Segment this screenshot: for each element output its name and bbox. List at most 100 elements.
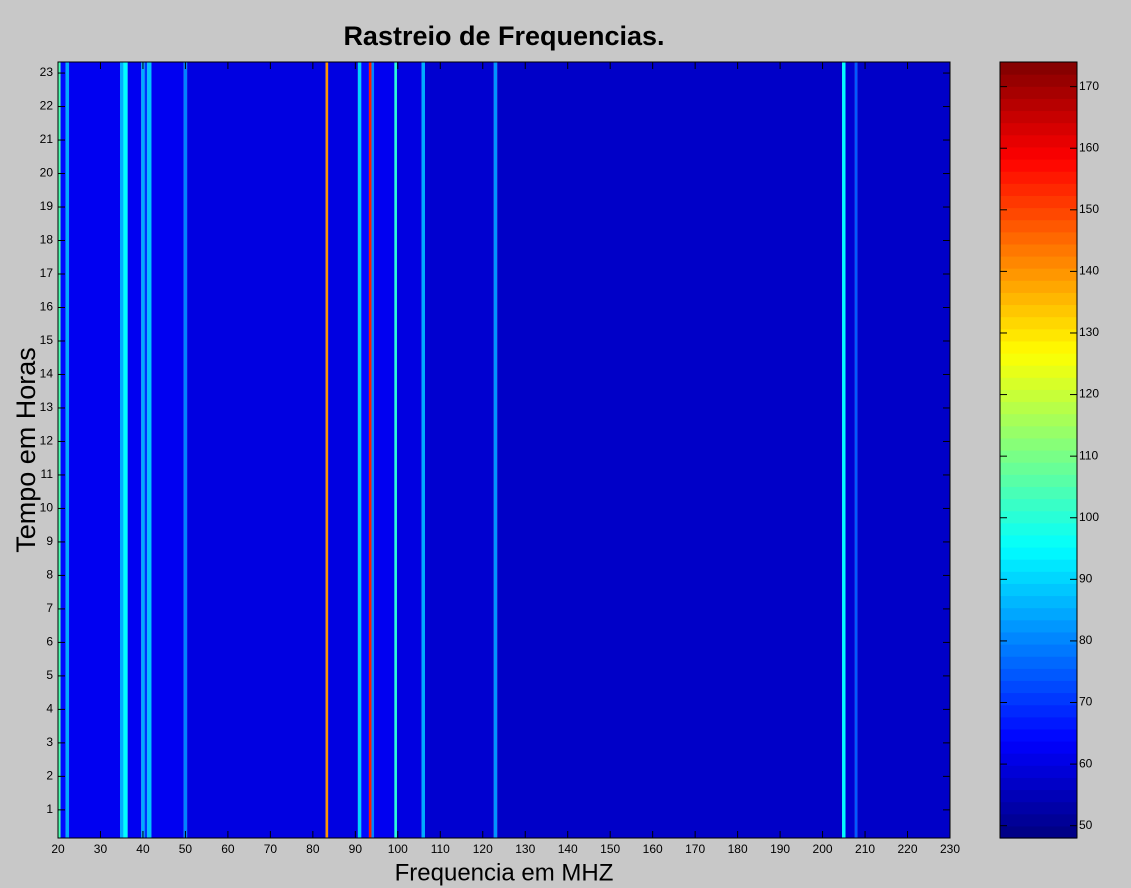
- heatmap-cell: [120, 62, 124, 838]
- colorbar-band: [1000, 644, 1077, 657]
- heatmap-cell: [842, 62, 846, 838]
- colorbar-band: [1000, 316, 1077, 330]
- colorbar-tick-label: 80: [1079, 633, 1093, 647]
- x-tick-label: 140: [558, 842, 578, 856]
- heatmap-cell: [151, 62, 184, 838]
- colorbar-band: [1000, 159, 1077, 172]
- colorbar-tick-label: 70: [1079, 695, 1093, 709]
- y-tick-label: 10: [40, 501, 54, 515]
- heatmap-cell: [854, 62, 858, 838]
- x-tick-label: 120: [473, 842, 493, 856]
- x-tick-label: 30: [94, 842, 108, 856]
- colorbar-band: [1000, 219, 1077, 233]
- colorbar-band: [1000, 801, 1077, 815]
- colorbar-tick-label: 170: [1079, 79, 1099, 93]
- x-tick-label: 230: [940, 842, 960, 856]
- colorbar-band: [1000, 98, 1077, 112]
- x-tick-label: 110: [431, 842, 450, 856]
- y-tick-label: 14: [40, 367, 54, 381]
- colorbar-band: [1000, 231, 1077, 245]
- x-tick-label: 190: [770, 842, 790, 856]
- colorbar-band: [1000, 825, 1077, 839]
- heatmap-cell: [141, 62, 145, 838]
- heatmap-cell: [187, 62, 326, 838]
- heatmap-cell: [421, 62, 425, 838]
- x-tick-label: 50: [179, 842, 193, 856]
- y-tick-label: 4: [46, 702, 53, 716]
- heatmap-cell: [396, 62, 422, 838]
- colorbar-band: [1000, 377, 1077, 390]
- colorbar-band: [1000, 789, 1077, 803]
- y-tick-label: 21: [40, 132, 54, 146]
- colorbar-band: [1000, 183, 1077, 196]
- colorbar-band: [1000, 122, 1077, 136]
- colorbar-band: [1000, 292, 1077, 306]
- colorbar-tick-label: 160: [1079, 140, 1099, 154]
- x-tick-label: 130: [515, 842, 535, 856]
- y-tick-label: 6: [46, 635, 53, 649]
- heatmap-cell: [845, 62, 855, 838]
- colorbar-band: [1000, 680, 1077, 694]
- colorbar-band: [1000, 595, 1077, 609]
- heatmap-cell: [497, 62, 843, 838]
- x-tick-label: 80: [306, 842, 320, 856]
- colorbar-band: [1000, 692, 1077, 706]
- heatmap-cell: [357, 62, 362, 838]
- y-tick-label: 22: [40, 99, 54, 113]
- x-tick-label: 220: [898, 842, 918, 856]
- x-tick-label: 90: [349, 842, 363, 856]
- y-tick-label: 18: [40, 233, 54, 247]
- colorbar-band: [1000, 583, 1077, 597]
- y-tick-label: 12: [40, 434, 54, 448]
- heatmap-cell: [65, 62, 70, 838]
- colorbar-band: [1000, 171, 1077, 184]
- colorbar-band: [1000, 353, 1077, 366]
- colorbar-band: [1000, 243, 1077, 257]
- colorbar-band: [1000, 413, 1077, 427]
- heatmap-cell: [147, 62, 152, 838]
- heatmap-cell: [424, 62, 494, 838]
- heatmap-cell: [361, 62, 369, 838]
- colorbar-band: [1000, 304, 1077, 318]
- colorbar-band: [1000, 777, 1077, 791]
- y-tick-label: 7: [46, 601, 53, 615]
- heatmap-cell: [183, 62, 188, 838]
- colorbar-tick-label: 140: [1079, 264, 1099, 278]
- colorbar-band: [1000, 195, 1077, 209]
- y-tick-label: 17: [40, 266, 54, 280]
- y-tick-label: 11: [41, 467, 54, 481]
- y-tick-label: 8: [46, 568, 53, 582]
- colorbar-band: [1000, 498, 1077, 512]
- x-tick-label: 70: [264, 842, 278, 856]
- colorbar-tick-label: 100: [1079, 510, 1099, 524]
- y-tick-label: 23: [40, 65, 54, 79]
- x-tick-label: 200: [813, 842, 833, 856]
- colorbar-tick-label: 60: [1079, 756, 1093, 770]
- colorbar-tick-label: 50: [1079, 818, 1093, 832]
- heatmap-cell: [144, 62, 148, 838]
- colorbar-band: [1000, 74, 1077, 87]
- y-tick-label: 3: [46, 735, 53, 749]
- colorbar-band: [1000, 741, 1077, 754]
- colorbar-band: [1000, 365, 1077, 378]
- colorbar-band: [1000, 462, 1077, 475]
- heatmap-cell: [328, 62, 358, 838]
- colorbar-band: [1000, 110, 1077, 124]
- heatmap-cell: [69, 62, 121, 838]
- x-tick-label: 180: [728, 842, 748, 856]
- colorbar-band: [1000, 450, 1077, 463]
- colorbar-band: [1000, 340, 1077, 354]
- colorbar-band: [1000, 146, 1077, 160]
- colorbar-band: [1000, 486, 1077, 500]
- colorbar-band: [1000, 62, 1077, 75]
- heatmap-cell: [368, 62, 372, 838]
- heatmap-cell: [493, 62, 498, 838]
- x-axis-label: Frequencia em MHZ: [395, 859, 614, 886]
- chart-title: Rastreio de Frequencias.: [343, 21, 664, 51]
- y-tick-label: 13: [40, 400, 54, 414]
- colorbar-band: [1000, 86, 1077, 99]
- colorbar-band: [1000, 256, 1077, 269]
- x-tick-label: 150: [600, 842, 620, 856]
- colorbar-band: [1000, 704, 1077, 718]
- colorbar-band: [1000, 619, 1077, 633]
